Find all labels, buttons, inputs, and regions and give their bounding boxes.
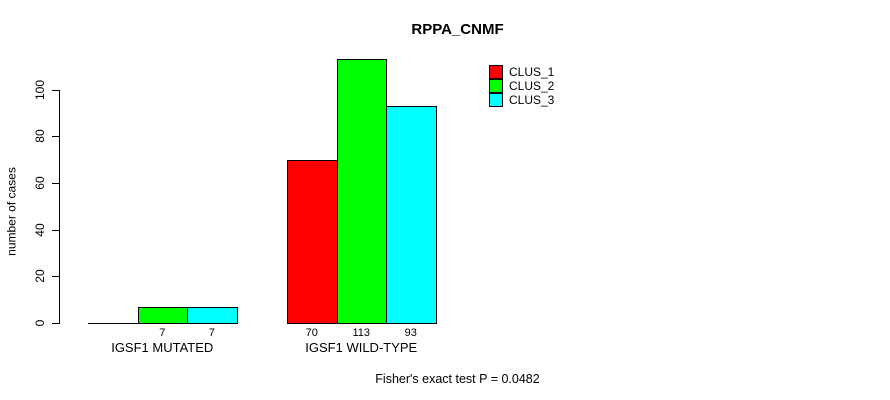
bar-value-label: 93	[404, 327, 417, 339]
bar-clus_1-mutated	[88, 323, 139, 324]
legend-item: CLUS_3	[489, 93, 554, 107]
y-tick-mark	[52, 183, 59, 184]
legend-label: CLUS_1	[509, 65, 555, 79]
bar-clus_3-mutated	[187, 306, 238, 324]
clus_3-swatch	[489, 93, 503, 107]
legend-item: CLUS_1	[489, 65, 554, 79]
legend-item: CLUS_2	[489, 79, 554, 93]
bar-value-label: 7	[208, 327, 215, 339]
legend-label: CLUS_3	[509, 93, 555, 107]
x-category-label: IGSF1 MUTATED	[111, 340, 214, 355]
bar-clus_2-wild-type	[336, 59, 387, 324]
legend-label: CLUS_2	[509, 79, 555, 93]
bar-value-label: 70	[305, 327, 318, 339]
bar-clus_3-wild-type	[386, 106, 437, 324]
clus_1-swatch	[489, 65, 503, 79]
bar-clus_2-mutated	[137, 306, 188, 324]
y-tick-mark	[52, 276, 59, 278]
y-tick-mark	[52, 136, 59, 138]
y-tick-mark	[52, 229, 59, 231]
legend: CLUS_1 CLUS_2 CLUS_3	[489, 65, 554, 107]
footnote: Fisher's exact test P = 0.0482	[375, 372, 540, 386]
bar-value-label: 7	[159, 327, 166, 339]
x-category-label: IGSF1 WILD-TYPE	[305, 340, 418, 355]
bar-value-label: 113	[352, 327, 371, 339]
clus_2-swatch	[489, 79, 503, 93]
y-tick-mark	[52, 89, 59, 91]
y-tick-mark	[52, 323, 59, 324]
chart-title: RPPA_CNMF	[411, 21, 504, 38]
y-axis-line	[59, 89, 60, 324]
bar-clus_1-wild-type	[287, 159, 338, 324]
